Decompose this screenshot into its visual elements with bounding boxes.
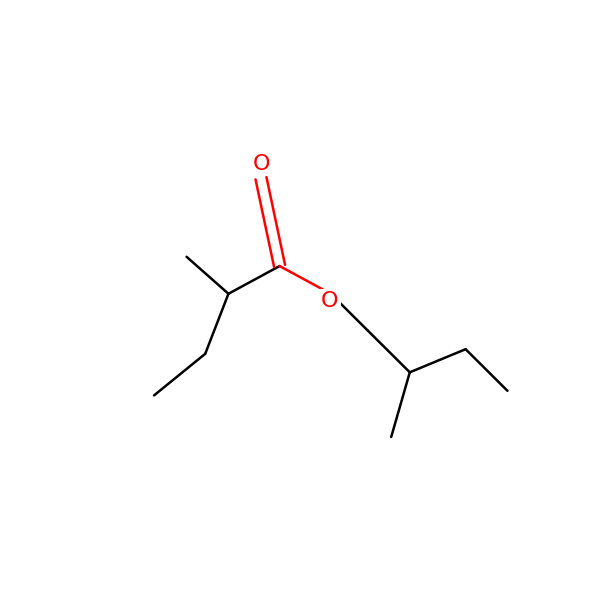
Text: O: O xyxy=(321,290,338,311)
Text: O: O xyxy=(252,154,270,175)
